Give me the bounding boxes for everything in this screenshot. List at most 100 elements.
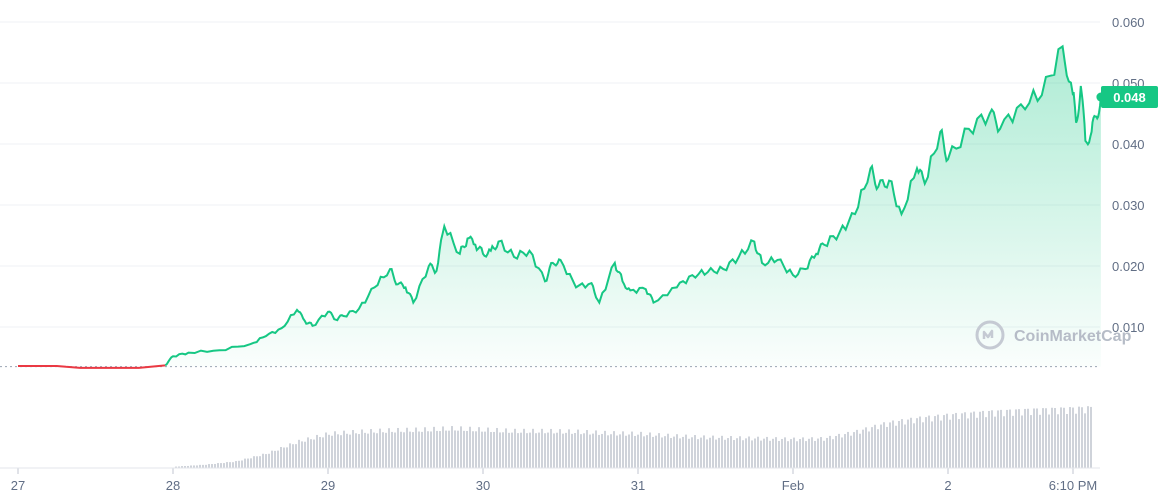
volume-bar — [427, 431, 429, 468]
volume-bar — [265, 454, 267, 468]
volume-bar — [400, 431, 402, 468]
volume-bar — [955, 412, 957, 468]
volume-bar — [823, 440, 825, 468]
volume-bar — [664, 436, 666, 468]
volume-bar — [886, 426, 888, 468]
volume-bar — [364, 432, 366, 468]
volume-bar — [520, 432, 522, 468]
coinmarketcap-logo-icon — [975, 320, 1005, 350]
volume-bar — [1051, 407, 1053, 468]
volume-bar — [214, 463, 216, 468]
volume-bar — [430, 431, 432, 468]
y-tick-label: 0.020 — [1112, 259, 1145, 274]
volume-bar — [184, 466, 186, 468]
volume-bar — [415, 427, 417, 468]
volume-bar — [193, 465, 195, 468]
volume-bar — [766, 436, 768, 468]
current-price-label: 0.048 — [1113, 90, 1146, 105]
volume-bar — [808, 438, 810, 468]
volume-bar — [718, 437, 720, 468]
volume-bar — [634, 435, 636, 468]
volume-bar — [382, 432, 384, 468]
volume-bar — [1045, 408, 1047, 468]
volume-bar — [652, 436, 654, 468]
volume-bar — [340, 435, 342, 468]
volume-bar — [268, 453, 270, 468]
volume-bar — [196, 465, 198, 468]
volume-bar — [655, 435, 657, 468]
volume-bar — [316, 434, 318, 468]
volume-bar — [295, 444, 297, 468]
volume-bar — [616, 435, 618, 468]
volume-bar — [361, 429, 363, 468]
volume-bar — [412, 432, 414, 468]
volume-bar — [724, 439, 726, 468]
volume-bar — [331, 435, 333, 468]
x-tick-label: 27 — [11, 478, 25, 493]
volume-bar — [931, 421, 933, 468]
volume-bar — [598, 434, 600, 468]
volume-bar — [217, 463, 219, 468]
volume-bar — [1039, 414, 1041, 468]
volume-bar — [658, 433, 660, 468]
volume-bar — [259, 456, 261, 468]
volume-bar — [640, 431, 642, 468]
volume-bar — [481, 431, 483, 468]
volume-bar — [970, 412, 972, 468]
volume-bar — [550, 428, 552, 468]
volume-bar — [994, 416, 996, 468]
x-tick-label: 2 — [944, 478, 951, 493]
volume-bar — [1033, 408, 1035, 468]
volume-bar — [571, 433, 573, 468]
volume-bar — [280, 446, 282, 468]
volume-bar — [829, 435, 831, 468]
volume-bar — [376, 433, 378, 468]
volume-bar — [559, 429, 561, 468]
volume-bar — [793, 437, 795, 468]
volume-bar — [919, 416, 921, 468]
volume-bar — [478, 427, 480, 468]
volume-bar — [760, 440, 762, 468]
x-tick-label: 30 — [476, 478, 490, 493]
volume-bar — [349, 434, 351, 468]
volume-bar — [532, 428, 534, 468]
volume-bar — [271, 450, 273, 468]
volume-bar — [547, 432, 549, 468]
volume-bar — [472, 431, 474, 468]
volume-bar — [418, 431, 420, 468]
volume-bar — [304, 441, 306, 468]
y-tick-label: 0.040 — [1112, 137, 1145, 152]
volume-bar — [1072, 407, 1074, 468]
volume-bar — [646, 435, 648, 468]
volume-bar — [301, 441, 303, 468]
volume-bar — [232, 462, 234, 468]
volume-bar — [973, 411, 975, 468]
x-tick-label: 31 — [631, 478, 645, 493]
price-line-down — [18, 364, 166, 369]
volume-bar — [466, 430, 468, 468]
volume-bar — [631, 431, 633, 468]
volume-bar — [946, 413, 948, 468]
volume-bar — [619, 434, 621, 468]
volume-bar — [805, 441, 807, 468]
volume-bar — [832, 439, 834, 468]
volume-bar — [676, 434, 678, 468]
volume-bar — [343, 430, 345, 468]
volume-bar — [358, 434, 360, 468]
volume-bar — [1003, 416, 1005, 468]
volume-bar — [307, 437, 309, 468]
volume-bar — [484, 431, 486, 468]
volume-bar — [493, 431, 495, 468]
volume-bar — [1024, 408, 1026, 468]
volume-bar — [451, 426, 453, 468]
volume-bar — [691, 437, 693, 468]
volume-bar — [751, 440, 753, 468]
volume-bar — [1021, 415, 1023, 468]
volume-bar — [715, 439, 717, 468]
volume-bar — [541, 428, 543, 468]
volume-bar — [562, 433, 564, 468]
volume-bar — [697, 439, 699, 468]
volume-bar — [868, 431, 870, 468]
volume-bar — [937, 414, 939, 468]
